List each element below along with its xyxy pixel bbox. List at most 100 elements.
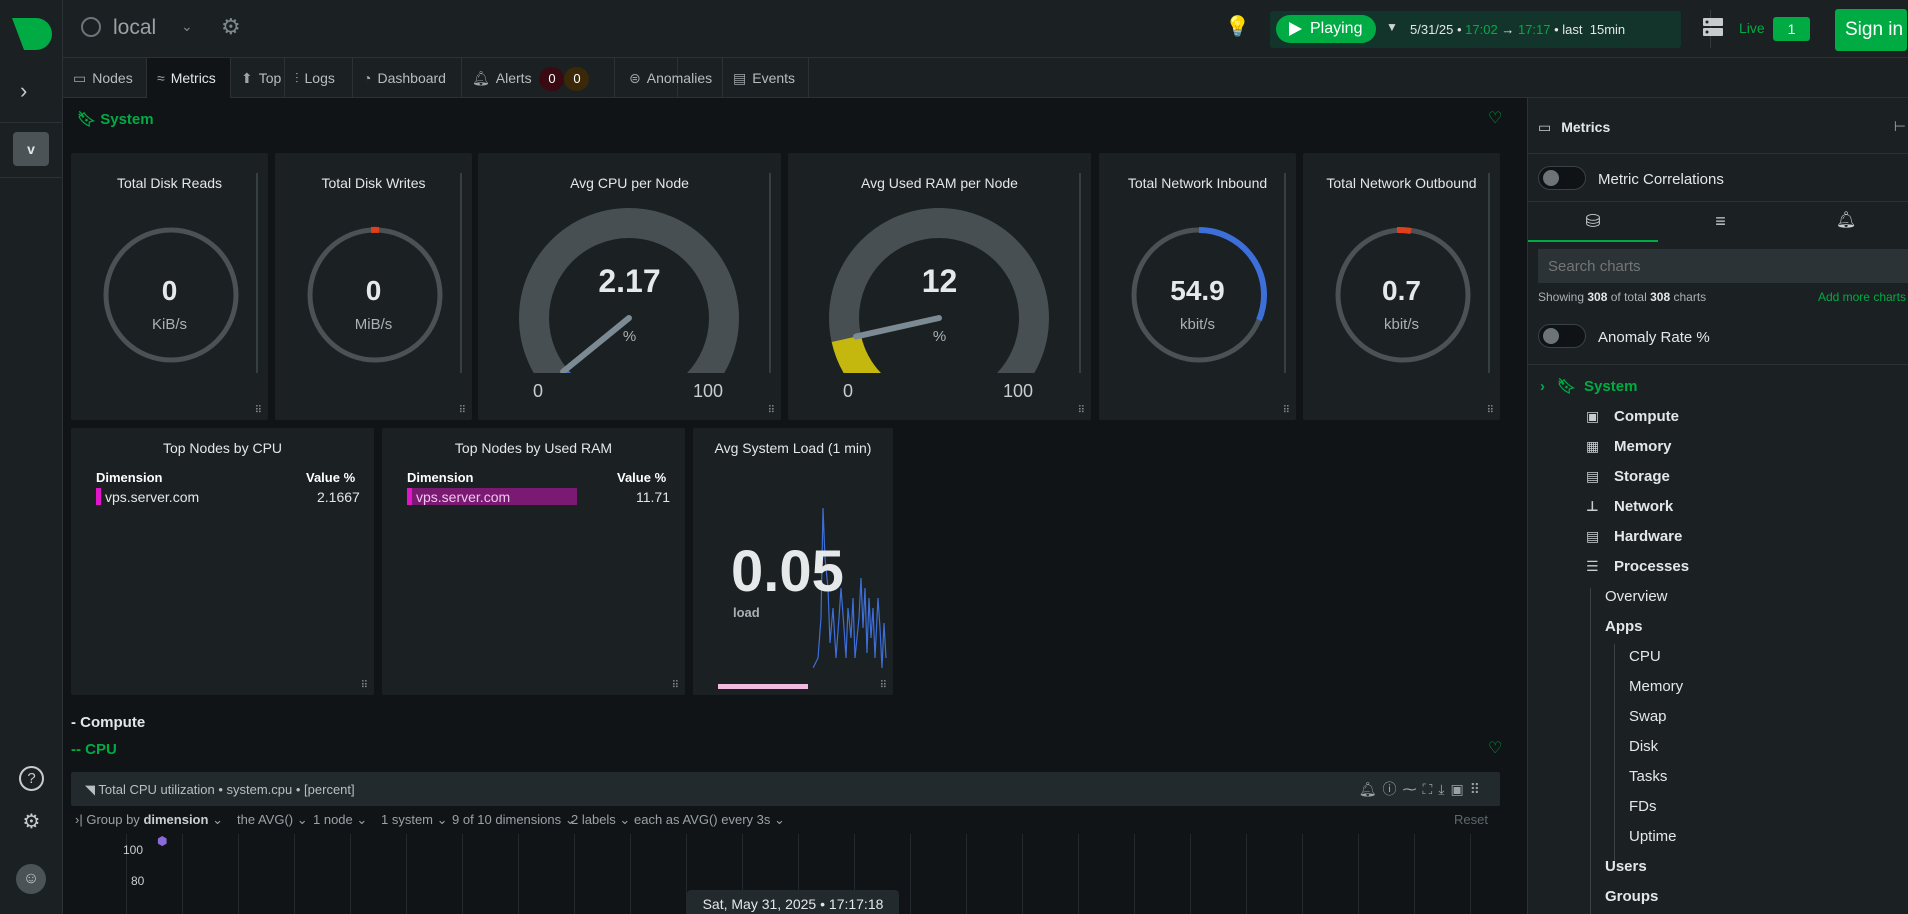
space-avatar[interactable]: v xyxy=(13,132,49,166)
resize-grip-icon[interactable]: ⠿ xyxy=(879,680,887,691)
add-more-charts-link[interactable]: Add more charts xyxy=(1817,290,1906,304)
anomalies-icon: ⊜ xyxy=(629,70,641,86)
anomaly-rate-toggle[interactable] xyxy=(1538,324,1586,348)
room-dropdown-chevron-icon[interactable]: ⌄ xyxy=(181,18,193,34)
group-by-filter[interactable]: ›| Group by dimension ⌄ xyxy=(75,812,223,827)
room-selector[interactable]: local xyxy=(81,16,156,40)
tab-metrics[interactable]: ≈ Metrics xyxy=(147,58,231,98)
alert-bell-icon[interactable]: 🔔︎ xyxy=(1358,781,1383,797)
tree-network[interactable]: ⊥ Network xyxy=(1586,498,1674,515)
tab-top[interactable]: ⬆ Top xyxy=(231,58,285,98)
netdata-logo[interactable] xyxy=(10,16,52,52)
top-nodes-cpu-card[interactable]: Top Nodes by CPU Dimension Value % vps.s… xyxy=(71,428,374,695)
tree-compute[interactable]: ▣ Compute xyxy=(1586,408,1679,425)
collapse-panel-icon[interactable]: ⊢ xyxy=(1893,118,1906,134)
play-options-chevron-icon[interactable]: ▼ xyxy=(1386,20,1398,34)
gauge-card[interactable]: Total Network Inbound 54.9 kbit/s ⠿ xyxy=(1099,153,1296,420)
gauge-card[interactable]: Avg CPU per Node 2.17 % 0 100 ⠿ xyxy=(478,153,781,420)
live-count-badge[interactable]: 1 xyxy=(1773,17,1810,41)
server-icon[interactable] xyxy=(1702,16,1724,38)
sign-in-button[interactable]: Sign in xyxy=(1835,9,1907,51)
tree-processes[interactable]: ☰ Processes xyxy=(1586,558,1690,575)
tree-apps-tasks[interactable]: Tasks xyxy=(1629,768,1668,785)
download-icon[interactable]: ⤓ xyxy=(1438,781,1451,797)
system-load-card[interactable]: Avg System Load (1 min) 0.05 load ⠿ xyxy=(693,428,893,695)
resize-grip-icon[interactable]: ⠿ xyxy=(254,405,262,416)
settings-icon[interactable]: ⚙ xyxy=(22,811,41,833)
metric-correlations-toggle[interactable] xyxy=(1538,166,1586,190)
tree-memory[interactable]: ▦ Memory xyxy=(1586,438,1672,455)
tab-anomalies[interactable]: ⊜ Anomalies xyxy=(614,58,723,98)
filter-tab-icon[interactable]: ≡ xyxy=(1715,211,1726,231)
tree-apps-fds[interactable]: FDs xyxy=(1629,798,1657,815)
gauge-card[interactable]: Total Network Outbound 0.7 kbit/s ⠿ xyxy=(1303,153,1500,420)
help-icon[interactable]: ? xyxy=(19,766,44,791)
gauge-needle xyxy=(853,315,942,340)
nodes-filter[interactable]: 1 node ⌄ xyxy=(313,812,368,827)
tab-events[interactable]: ▤ Events xyxy=(723,58,809,98)
tree-apps-disk[interactable]: Disk xyxy=(1629,738,1659,755)
tree-users[interactable]: Users xyxy=(1605,858,1647,875)
tree-storage[interactable]: ▤ Storage xyxy=(1586,468,1670,485)
resize-grip-icon[interactable]: ⠿ xyxy=(671,680,679,691)
tree-apps[interactable]: Apps xyxy=(1605,618,1643,635)
chart-type-icon[interactable]: ⁓ xyxy=(1402,781,1423,797)
annotation-icon[interactable]: ⬢ xyxy=(157,834,168,848)
dimensions-filter[interactable]: 9 of 10 dimensions ⌄ xyxy=(452,812,576,827)
tab-nodes[interactable]: ▭ Nodes xyxy=(63,58,147,98)
tree-apps-uptime[interactable]: Uptime xyxy=(1629,828,1677,845)
room-settings-gear-icon[interactable]: ⚙ xyxy=(221,14,241,39)
info-icon[interactable]: ⓘ xyxy=(1382,781,1403,797)
aggregation-filter[interactable]: the AVG() ⌄ xyxy=(237,812,308,827)
tab-logs[interactable]: ⫶ Logs xyxy=(285,58,353,98)
dashboard-icon: ◔ xyxy=(363,70,372,86)
gauge-card[interactable]: Total Disk Reads 0 KiB/s ⠿ xyxy=(71,153,268,420)
heart-icon[interactable]: ♡ xyxy=(1488,110,1503,127)
resize-grip-icon[interactable]: ⠿ xyxy=(767,405,775,416)
resize-grip-icon[interactable]: ⠿ xyxy=(1282,405,1290,416)
tree-overview[interactable]: Overview xyxy=(1605,588,1668,605)
cpu-chart-plot[interactable]: 100 80 ⬢ xyxy=(71,834,1500,914)
resize-grip-icon[interactable]: ⠿ xyxy=(1077,405,1085,416)
gauge-value: 0 xyxy=(161,275,178,306)
resize-grip-icon[interactable]: ⠿ xyxy=(458,405,466,416)
tab-dashboard[interactable]: ◔ Dashboard xyxy=(353,58,462,98)
top-bar: local ⌄ ⚙ 💡 Playing ▼ 5/31/25 • 17:02 → … xyxy=(63,0,1908,58)
heart-icon[interactable]: ♡ xyxy=(1488,740,1503,757)
systems-filter[interactable]: 1 system ⌄ xyxy=(381,812,448,827)
time-aggregation-filter[interactable]: each as AVG() every 3s ⌄ xyxy=(634,812,785,827)
chart-toolbar[interactable]: 🔔︎ⓘ⁓⛶⤓▣⠿ xyxy=(1359,779,1486,799)
tree-apps-cpu[interactable]: CPU xyxy=(1629,648,1661,665)
gauge-unit: kbit/s xyxy=(1179,316,1215,333)
gauge-arc xyxy=(829,208,1049,373)
lightbulb-icon[interactable]: 💡 xyxy=(1225,16,1250,38)
user-avatar-icon[interactable]: ☺ xyxy=(16,864,46,894)
top-nodes-ram-card[interactable]: Top Nodes by Used RAM Dimension Value % … xyxy=(382,428,685,695)
charts-tab-icon[interactable]: ⛁ xyxy=(1528,202,1658,242)
resize-grip-icon[interactable]: ⠿ xyxy=(360,680,368,691)
resize-grip-icon[interactable]: ⠿ xyxy=(1486,405,1494,416)
tree-hardware[interactable]: ▤ Hardware xyxy=(1586,528,1683,545)
cpu-chart-filters: ›| Group by dimension ⌄ the AVG() ⌄ 1 no… xyxy=(71,808,1500,832)
expand-sidebar-icon[interactable]: › xyxy=(20,78,28,103)
reset-button[interactable]: Reset xyxy=(1454,812,1488,827)
tree-system[interactable]: › 🔖︎ System xyxy=(1540,378,1638,395)
metrics-icon: ≈ xyxy=(157,70,165,86)
playing-button[interactable]: Playing xyxy=(1276,15,1376,43)
drag-handle-icon[interactable]: ⠿ xyxy=(1469,781,1486,797)
labels-filter[interactable]: 2 labels ⌄ xyxy=(571,812,631,827)
warning-alerts-badge[interactable]: 0 xyxy=(564,67,590,92)
alerts-tab-icon[interactable]: 🔔︎ xyxy=(1835,212,1857,229)
tree-groups[interactable]: Groups xyxy=(1605,888,1659,905)
tree-apps-swap[interactable]: Swap xyxy=(1629,708,1667,725)
search-charts-input[interactable] xyxy=(1538,249,1908,283)
fullscreen-icon[interactable]: ⛶ xyxy=(1422,781,1439,797)
save-icon[interactable]: ▣ xyxy=(1450,781,1470,797)
gauge-card[interactable]: Avg Used RAM per Node 12 % 0 100 ⠿ xyxy=(788,153,1091,420)
gauge-card[interactable]: Total Disk Writes 0 MiB/s ⠿ xyxy=(275,153,472,420)
gauge-unit: kbit/s xyxy=(1383,316,1419,333)
critical-alerts-badge[interactable]: 0 xyxy=(539,67,565,92)
tree-apps-memory[interactable]: Memory xyxy=(1629,678,1684,695)
time-range-picker[interactable]: 5/31/25 • 17:02 → 17:17 • last 15min xyxy=(1410,22,1626,37)
